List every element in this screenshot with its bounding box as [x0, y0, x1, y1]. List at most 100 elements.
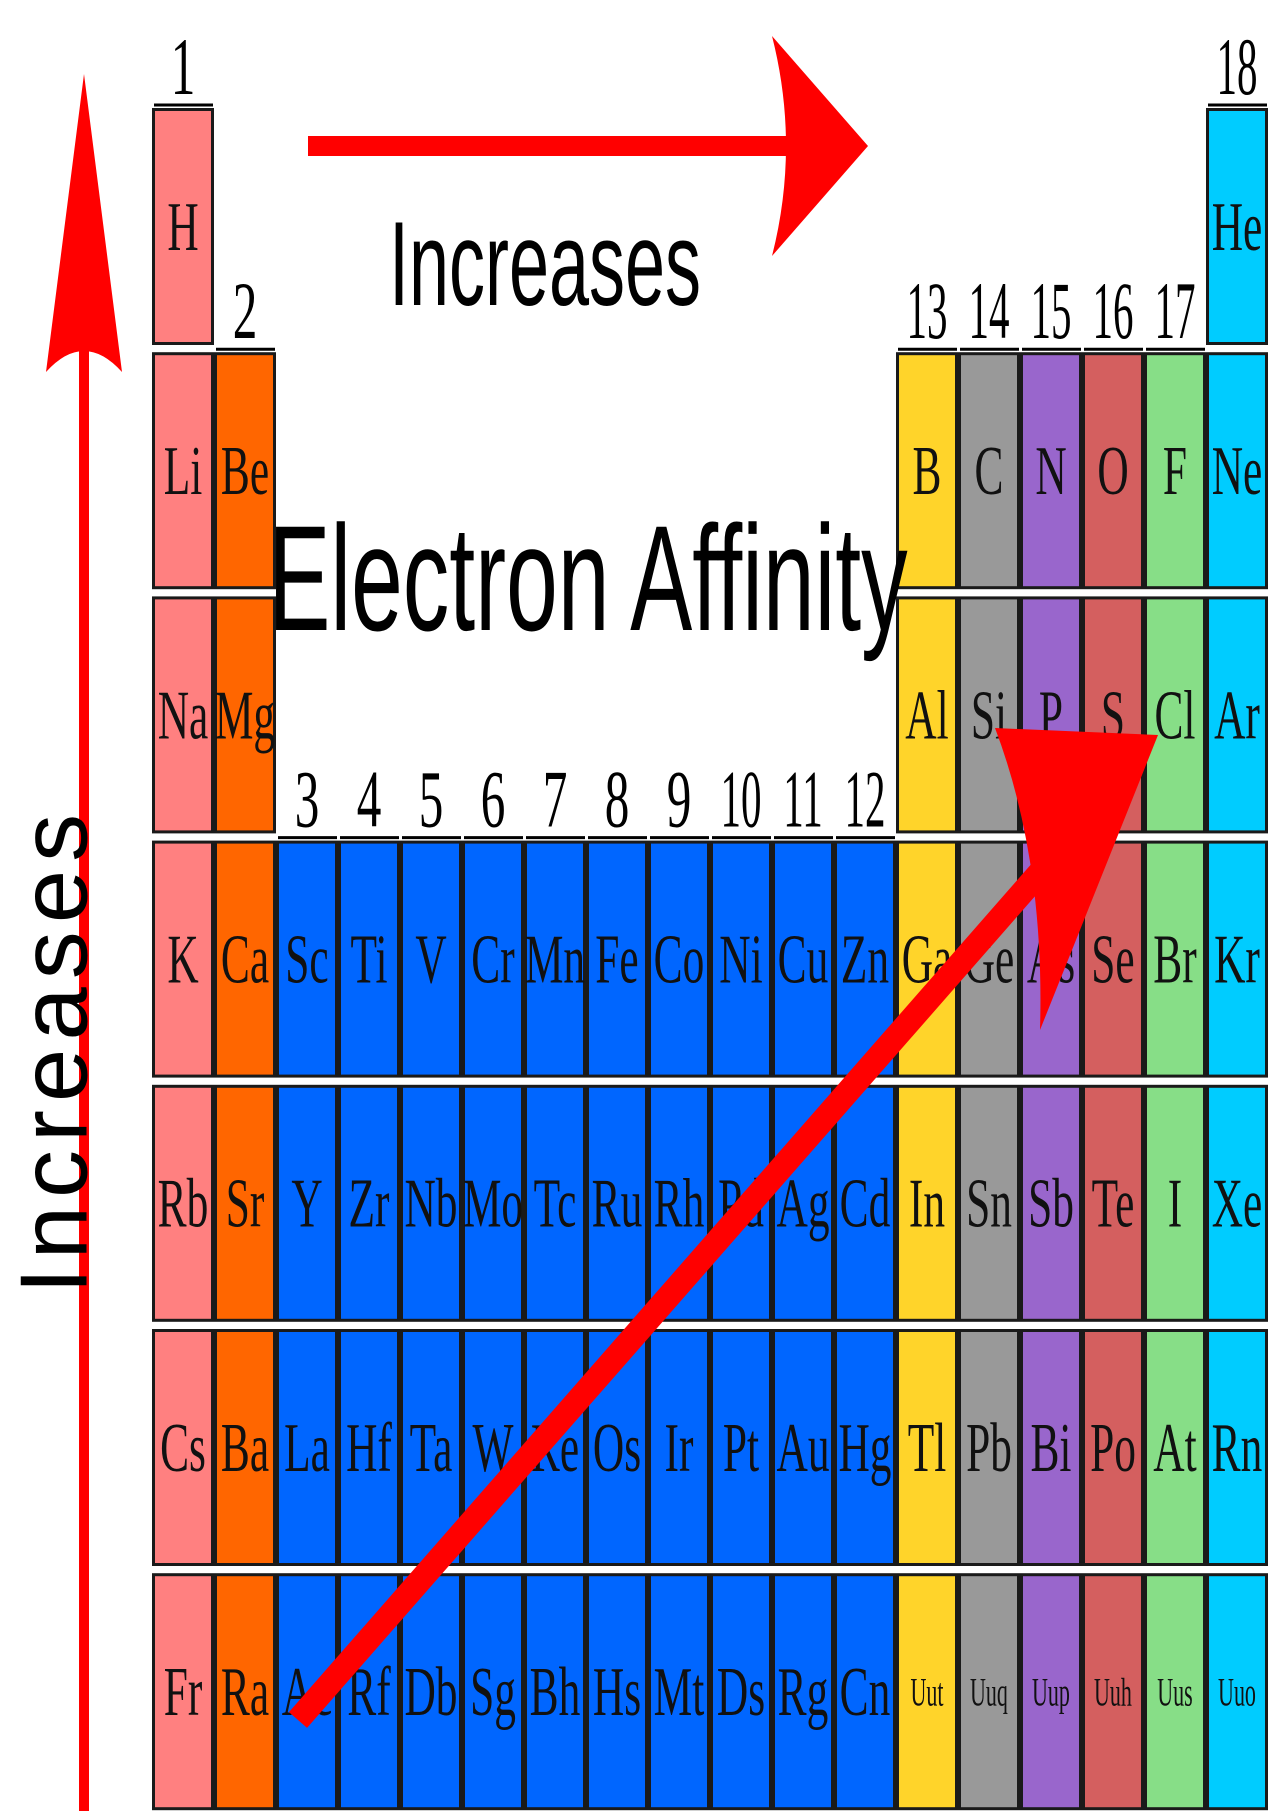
element-symbol: Y — [291, 1164, 322, 1242]
element-symbol: B — [913, 432, 942, 510]
group-number-3: 3 — [278, 754, 337, 845]
element-cell-pb: Pb — [958, 1329, 1020, 1566]
element-cell-bg — [834, 1084, 896, 1322]
element-cell-he: He — [1206, 108, 1268, 345]
element-cell-te: Te — [1082, 1084, 1144, 1322]
group-number-14: 14 — [960, 266, 1019, 357]
element-cell-cd: Cd — [834, 1084, 896, 1322]
element-cell-bg — [152, 108, 214, 345]
group-number-8: 8 — [588, 754, 647, 845]
element-cell-bg — [1206, 352, 1268, 590]
element-symbol: O — [1097, 432, 1128, 510]
element-cell-sb: Sb — [1020, 1084, 1082, 1322]
element-symbol: Se — [1091, 920, 1134, 998]
element-symbol: Li — [164, 432, 203, 510]
element-cell-po: Po — [1082, 1329, 1144, 1566]
element-symbol: Ar — [1214, 676, 1260, 754]
element-symbol: Na — [158, 676, 209, 754]
element-symbol: Ni — [719, 920, 762, 998]
element-cell-kr: Kr — [1206, 840, 1268, 1078]
element-cell-tc: Tc — [524, 1084, 586, 1322]
element-symbol: Po — [1090, 1408, 1136, 1486]
element-symbol: Bi — [1031, 1408, 1072, 1486]
element-symbol: Zr — [349, 1164, 390, 1242]
group-number-15: 15 — [1022, 266, 1081, 357]
element-cell-at: At — [1144, 1329, 1206, 1566]
element-symbol: I — [1168, 1164, 1182, 1242]
element-symbol: Sg — [470, 1653, 516, 1731]
element-cell-cl: Cl — [1144, 596, 1206, 834]
element-cell-bg — [276, 1084, 338, 1322]
element-cell-bg — [1082, 352, 1144, 590]
element-cell-sr: Sr — [214, 1084, 276, 1322]
element-cell-bg — [1144, 1084, 1206, 1322]
element-cell-bg — [152, 352, 214, 590]
element-cell-bg — [958, 1329, 1020, 1566]
element-cell-k: K — [152, 840, 214, 1078]
element-symbol: Au — [776, 1408, 829, 1486]
element-symbol: Ta — [410, 1408, 453, 1486]
element-symbol: Uus — [1157, 1669, 1192, 1714]
element-cell-f: F — [1144, 352, 1206, 590]
group-number-label: 9 — [667, 754, 692, 845]
element-cell-mt: Mt — [648, 1573, 710, 1811]
element-symbol: K — [167, 920, 198, 998]
element-symbol: Hs — [593, 1653, 641, 1731]
element-symbol: Mg — [215, 676, 275, 754]
group-number-13: 13 — [898, 266, 957, 357]
group-number-label: 7 — [543, 754, 568, 845]
element-cell-bg — [896, 1084, 958, 1322]
element-cell-bg — [214, 1573, 276, 1811]
element-cell-li: Li — [152, 352, 214, 590]
element-cell-ni: Ni — [710, 840, 772, 1078]
element-cell-bg — [1082, 1329, 1144, 1566]
element-cell-bg — [276, 1329, 338, 1566]
element-cell-bg — [896, 596, 958, 834]
element-cell-hg: Hg — [834, 1329, 896, 1566]
element-cell-nb: Nb — [400, 1084, 462, 1322]
element-cell-ds: Ds — [710, 1573, 772, 1811]
element-cell-v: V — [400, 840, 462, 1078]
diagram-title: Electron Affinity — [268, 495, 908, 662]
element-symbol: Kr — [1214, 920, 1260, 998]
element-cell-be: Be — [214, 352, 276, 590]
element-symbol: Sb — [1028, 1164, 1074, 1242]
element-cell-tl: Tl — [896, 1329, 958, 1566]
element-symbol: Ca — [221, 920, 269, 998]
group-number-18: 18 — [1208, 22, 1267, 113]
element-cell-ti: Ti — [338, 840, 400, 1078]
element-cell-rb: Rb — [152, 1084, 214, 1322]
vertical-arrow-icon — [46, 74, 122, 1811]
element-cell-ba: Ba — [214, 1329, 276, 1566]
element-cell-zr: Zr — [338, 1084, 400, 1322]
element-cell-db: Db — [400, 1573, 462, 1811]
element-cell-uuo: Uuo — [1206, 1573, 1268, 1811]
element-cell-uus: Uus — [1144, 1573, 1206, 1811]
element-cell-bg — [896, 1329, 958, 1566]
element-cell-y: Y — [276, 1084, 338, 1322]
element-symbol: Ir — [665, 1408, 694, 1486]
diagonal-arrow-icon — [288, 728, 1158, 1728]
element-symbol: Uuo — [1218, 1669, 1256, 1714]
element-cell-sg: Sg — [462, 1573, 524, 1811]
group-number-label: 1 — [171, 21, 196, 112]
element-symbol: Uuh — [1094, 1669, 1132, 1714]
horizontal-arrow-icon — [308, 36, 868, 256]
element-cell-pt: Pt — [710, 1329, 772, 1566]
element-cell-bg — [834, 1329, 896, 1566]
element-cell-n: N — [1020, 352, 1082, 590]
element-cell-bg — [214, 1329, 276, 1566]
element-symbol: N — [1035, 432, 1066, 510]
element-symbol: Te — [1092, 1164, 1135, 1242]
element-cell-bg — [524, 1573, 586, 1811]
element-cell-ta: Ta — [400, 1329, 462, 1566]
element-symbol: La — [284, 1408, 330, 1486]
element-symbol: Br — [1153, 920, 1196, 998]
element-symbol: Fe — [595, 920, 638, 998]
element-cell-co: Co — [648, 840, 710, 1078]
group-number-11: 11 — [774, 755, 833, 846]
element-cell-au: Au — [772, 1329, 834, 1566]
element-symbol: Cl — [1155, 676, 1196, 754]
